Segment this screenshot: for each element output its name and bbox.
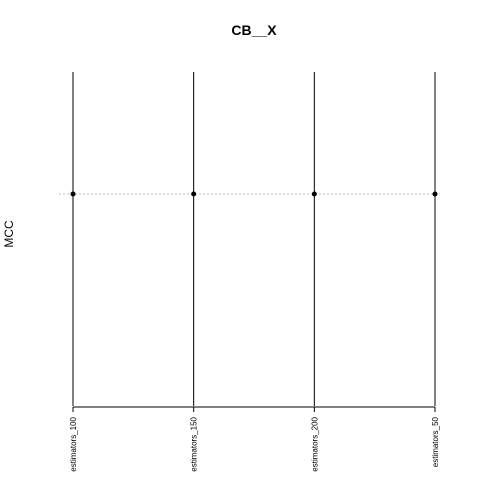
x-tick-label-2: estimators_150 bbox=[190, 416, 199, 471]
y-axis-label: MCC bbox=[2, 220, 16, 248]
x-tick-label-1: estimators_100 bbox=[69, 416, 78, 471]
data-point-1 bbox=[70, 191, 76, 197]
plot-area: estimators_100 estimators_150 estimators_2… bbox=[59, 72, 440, 472]
data-point-4 bbox=[432, 191, 438, 197]
x-tick-label-3: estimators_200 bbox=[310, 416, 319, 471]
data-point-3 bbox=[311, 191, 317, 197]
data-point-2 bbox=[191, 191, 197, 197]
x-tick-label-4: estimators_50 bbox=[431, 416, 440, 467]
chart-title: CB__X bbox=[231, 22, 277, 38]
